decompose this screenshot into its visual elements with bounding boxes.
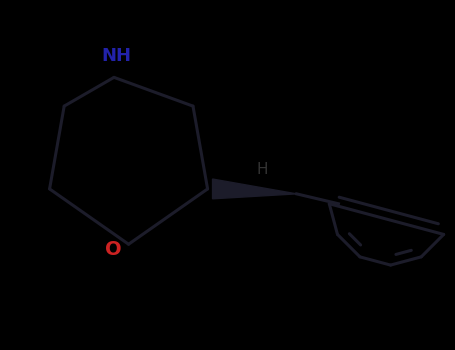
Text: H: H [256, 162, 268, 177]
Text: O: O [106, 240, 122, 259]
Text: NH: NH [101, 47, 131, 65]
Polygon shape [212, 179, 297, 199]
